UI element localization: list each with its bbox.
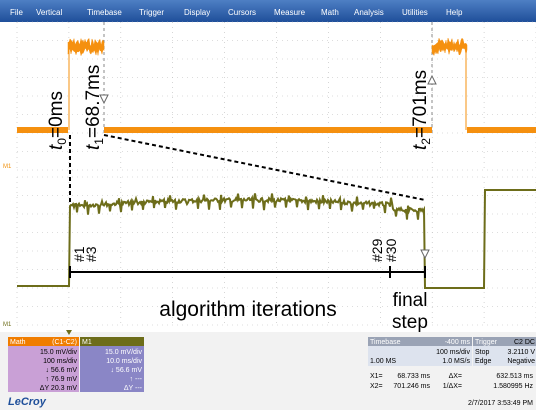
svg-text:100 ms/div: 100 ms/div: [436, 349, 470, 356]
brand: LeCroy: [8, 396, 47, 408]
svg-text:1.00 MS: 1.00 MS: [370, 358, 396, 365]
caption: algorithm iterations: [159, 298, 336, 321]
final-label: final: [393, 290, 428, 311]
svg-text:68.733 ms: 68.733 ms: [397, 373, 430, 380]
traces: [17, 22, 536, 289]
menu-item[interactable]: File: [10, 8, 23, 17]
svg-text:15.0 mV/div: 15.0 mV/div: [40, 349, 77, 356]
iteration-labels: #1 #3 #29 #30: [71, 238, 399, 262]
menu-item[interactable]: Measure: [274, 8, 306, 17]
svg-text:X1=: X1=: [370, 373, 383, 380]
menu-item[interactable]: Analysis: [354, 8, 384, 17]
final-label: step: [392, 312, 428, 333]
trace-baseline: [104, 127, 432, 133]
marker-label: M1: [3, 164, 12, 170]
menu-item[interactable]: Help: [446, 8, 463, 17]
cursor-arrow: [420, 249, 430, 260]
svg-text:↑ ---: ↑ ---: [130, 376, 143, 383]
t2-label: t2=701ms: [410, 70, 433, 150]
menu-item[interactable]: Utilities: [402, 8, 428, 17]
iter-label: #3: [83, 246, 99, 262]
trace-pulse: [431, 37, 468, 57]
timebase-box: Timebase -400 ms 100 ms/div 1.00 MS 1.0 …: [368, 337, 472, 366]
svg-text:Math: Math: [10, 339, 26, 346]
svg-text:X2=: X2=: [370, 383, 383, 390]
trace-baseline: [17, 127, 68, 133]
trace-lower: [17, 189, 536, 289]
menu: File Vertical Timebase Trigger Display Cursor…: [10, 8, 463, 17]
cursor-arrow: [427, 74, 437, 85]
svg-text:↑ 76.9 mV: ↑ 76.9 mV: [45, 376, 77, 383]
menu-item[interactable]: Vertical: [36, 8, 62, 17]
iter-label: #1: [71, 246, 87, 262]
svg-text:632.513 ms: 632.513 ms: [496, 373, 533, 380]
trigger-box: Trigger C2 DC Stop 3.2110 V Edge Negativ…: [473, 337, 536, 366]
timestamp: 2/7/2017 3:53:49 PM: [468, 400, 533, 407]
m1-box: M1 15.0 mV/div 10.0 ms/div ↓ 56.6 mV ↑ -…: [80, 337, 144, 392]
trace-baseline: [467, 127, 536, 133]
svg-text:Stop: Stop: [475, 349, 490, 356]
iter-label: #29: [369, 238, 385, 262]
svg-text:Negative: Negative: [507, 358, 535, 365]
menu-item[interactable]: Display: [184, 8, 210, 17]
iteration-bracket: [69, 266, 426, 278]
svg-text:Edge: Edge: [475, 358, 491, 365]
t0-label: t0=0ms: [46, 91, 69, 150]
svg-text:M1: M1: [82, 339, 92, 346]
time-labels: t0=0ms t1=68.7ms t2=701ms: [46, 65, 433, 150]
cursor-arrow: [99, 94, 109, 105]
menu-item[interactable]: Trigger: [139, 8, 164, 17]
svg-text:701.246 ms: 701.246 ms: [393, 383, 430, 390]
t1-label: t1=68.7ms: [83, 65, 106, 150]
zoom-line: [103, 134, 426, 201]
svg-text:10.0 ms/div: 10.0 ms/div: [106, 358, 142, 365]
svg-text:(C1-C2): (C1-C2): [52, 339, 77, 346]
trace-pulse: [67, 37, 105, 57]
svg-text:ΔY ---: ΔY ---: [124, 385, 143, 392]
menu-item[interactable]: Math: [321, 8, 339, 17]
svg-text:Timebase: Timebase: [370, 339, 401, 346]
cursor-readout: X1= 68.733 ms ΔX= 632.513 ms X2= 701.246 ms…: [370, 373, 533, 390]
svg-text:100 ms/div: 100 ms/div: [43, 358, 77, 365]
svg-text:↓ 56.6 mV: ↓ 56.6 mV: [110, 367, 142, 374]
svg-text:ΔY 20.3 mV: ΔY 20.3 mV: [40, 385, 78, 392]
svg-text:1/ΔX=: 1/ΔX=: [443, 383, 462, 390]
svg-text:3.2110 V: 3.2110 V: [507, 349, 535, 356]
svg-text:1.580995 Hz: 1.580995 Hz: [493, 383, 533, 390]
menu-item[interactable]: Cursors: [228, 8, 256, 17]
iter-label: #30: [383, 238, 399, 262]
math-box: Math (C1-C2) 15.0 mV/div 100 ms/div ↓ 56…: [8, 337, 79, 392]
svg-text:Trigger: Trigger: [475, 339, 498, 346]
svg-text:ΔX=: ΔX=: [449, 373, 462, 380]
svg-text:-400 ms: -400 ms: [445, 339, 471, 346]
marker-label: M1: [3, 322, 12, 328]
svg-text:15.0 mV/div: 15.0 mV/div: [105, 349, 142, 356]
svg-text:C2 DC: C2 DC: [514, 339, 535, 346]
trigger-marker: [66, 330, 72, 335]
svg-text:↓ 56.6 mV: ↓ 56.6 mV: [45, 367, 77, 374]
menu-item[interactable]: Timebase: [87, 8, 122, 17]
menu-bar: [0, 0, 536, 22]
svg-text:1.0 MS/s: 1.0 MS/s: [442, 358, 470, 365]
